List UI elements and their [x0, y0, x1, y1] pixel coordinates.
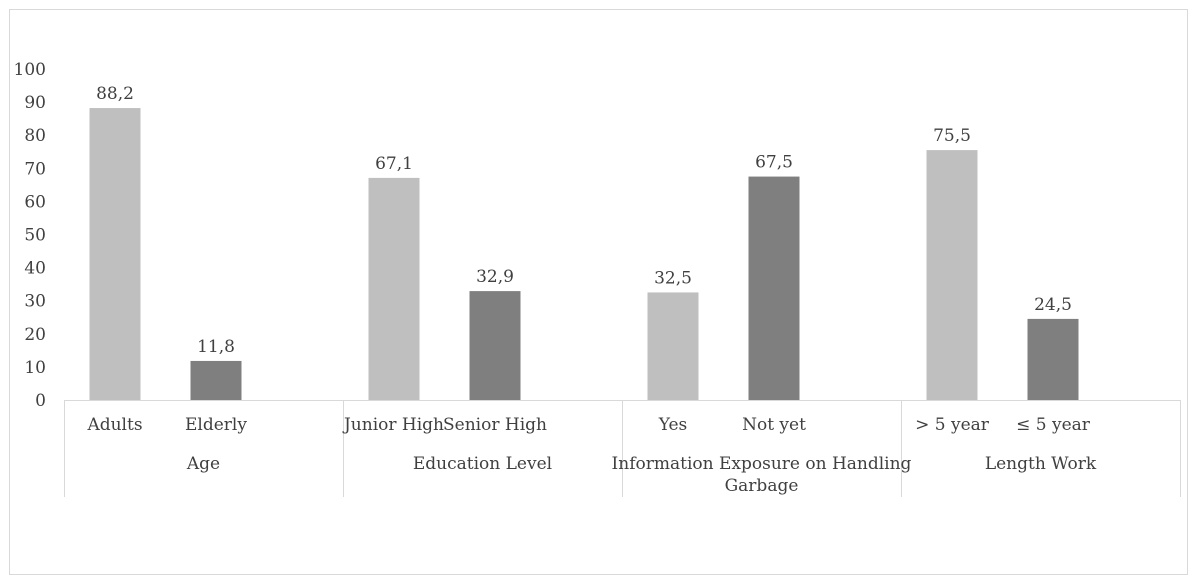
category-label: Adults [86, 415, 142, 435]
bar [647, 292, 699, 400]
data-label: 32,5 [654, 268, 692, 288]
y-tick-label: 10 [24, 358, 46, 378]
bar [89, 108, 141, 401]
y-tick-label: 20 [24, 325, 46, 345]
y-tick-label: 100 [14, 60, 46, 80]
category-label: > 5 year [915, 415, 990, 435]
data-label: 88,2 [96, 84, 134, 104]
bar [1027, 318, 1079, 400]
bar [748, 176, 800, 400]
group-label: Education Level [413, 454, 552, 474]
axis-layer: 0 10 20 30 40 50 60 70 80 90 100 [14, 60, 1181, 497]
bar [469, 291, 521, 400]
y-tick-label: 80 [24, 126, 46, 146]
chart-frame [9, 9, 1188, 575]
data-label: 32,9 [476, 267, 514, 287]
data-label: 24,5 [1034, 295, 1072, 315]
group-label: Length Work [985, 454, 1097, 474]
data-label: 67,5 [755, 153, 793, 173]
bar-layer [89, 108, 1079, 401]
data-label: 67,1 [375, 154, 413, 174]
category-label: Senior High [443, 415, 547, 435]
group-label: Age [186, 454, 220, 474]
y-tick-label: 40 [24, 259, 46, 279]
category-label: Junior High [342, 415, 444, 435]
bar [926, 150, 978, 400]
y-tick-label: 0 [35, 391, 46, 411]
group-label: Garbage [725, 476, 799, 496]
y-tick-label: 90 [24, 93, 46, 113]
category-label: Elderly [185, 415, 247, 435]
category-label: Not yet [742, 415, 806, 435]
y-tick-label: 50 [24, 226, 46, 246]
data-label: 11,8 [197, 337, 235, 357]
data-label: 75,5 [933, 126, 971, 146]
y-tick-label: 60 [24, 192, 46, 212]
label-layer: 88,2 Adults 11,8 Elderly Age 67,1 Junior High 3… [86, 84, 1096, 496]
y-tick-label: 30 [24, 292, 46, 312]
bar [190, 360, 242, 400]
y-tick-label: 70 [24, 159, 46, 179]
category-label: Yes [658, 415, 688, 435]
bar [368, 177, 420, 400]
category-label: ≤ 5 year [1016, 415, 1091, 435]
group-label: Information Exposure on Handling [612, 454, 912, 474]
